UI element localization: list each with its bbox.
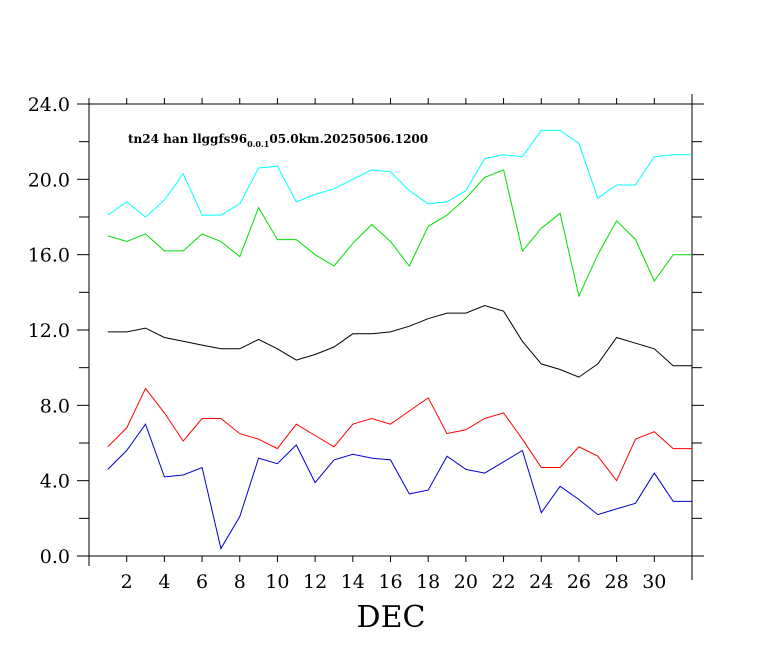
x-tick-label: 22	[491, 571, 515, 593]
series-line-3	[107, 304, 692, 378]
y-tick-labels: 0.0 4.0 8.0 12.0 16.0 20.0 24.0	[28, 94, 70, 568]
x-tick-label: 10	[265, 571, 289, 593]
y-tick-label: 24.0	[28, 94, 70, 116]
y-tick-label: 0.0	[40, 546, 70, 568]
x-tick-label: 8	[234, 571, 246, 593]
y-tick-label: 8.0	[40, 395, 70, 417]
axis-ticks	[77, 94, 704, 580]
x-tick-label: 6	[196, 571, 208, 593]
x-tick-label: 24	[529, 571, 553, 593]
x-tick-label: 4	[158, 571, 170, 593]
series-lines	[107, 129, 692, 550]
x-tick-label: 30	[642, 571, 666, 593]
x-tick-label: 2	[121, 571, 133, 593]
x-tick-label: 18	[416, 571, 440, 593]
y-tick-label: 4.0	[40, 471, 70, 493]
series-line-2	[107, 169, 692, 298]
series-line-4	[107, 387, 692, 482]
x-tick-label: 26	[567, 571, 591, 593]
chart-annotation: tn24 han llggfs960.0.105.0km.20250506.12…	[128, 132, 428, 149]
x-tick-labels: 2 4 6 8 10 12 14 16 18 20 22 24 26 28 30	[121, 571, 667, 593]
x-tick-label: 20	[454, 571, 478, 593]
x-axis-label: DEC	[357, 600, 426, 635]
y-tick-label: 16.0	[28, 245, 70, 267]
y-tick-label: 12.0	[28, 320, 70, 342]
series-line-5	[107, 423, 692, 550]
x-tick-label: 28	[605, 571, 629, 593]
y-tick-label: 20.0	[28, 169, 70, 191]
x-tick-label: 16	[378, 571, 402, 593]
x-tick-label: 14	[341, 571, 365, 593]
x-tick-label: 12	[303, 571, 327, 593]
series-line-1	[107, 129, 692, 218]
